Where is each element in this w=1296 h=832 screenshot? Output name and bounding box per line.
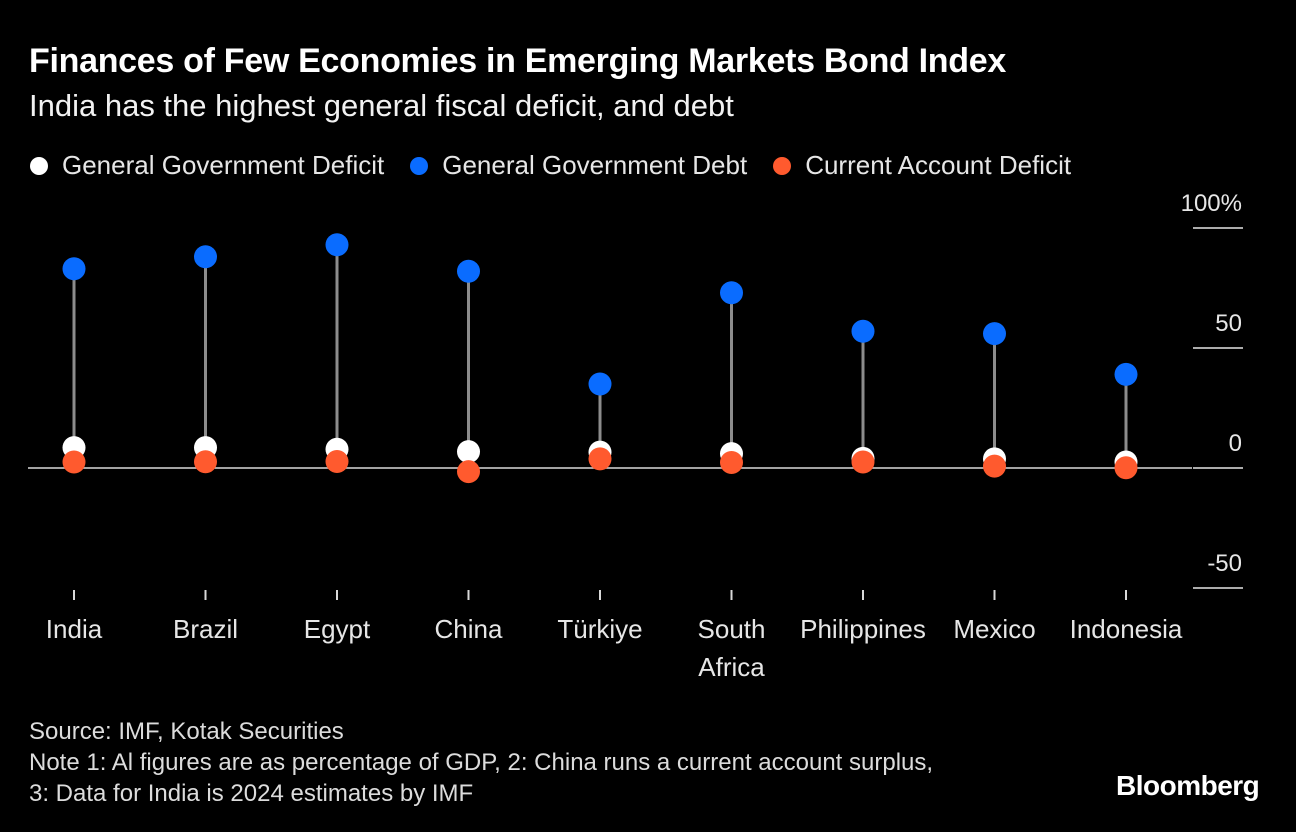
legend-label-debt: General Government Debt: [442, 150, 748, 180]
x-tick-label: Brazil: [173, 614, 238, 644]
current-account-dot: [457, 460, 480, 484]
debt-dot: [720, 281, 743, 305]
legend: General Government Deficit General Gover…: [30, 150, 1097, 181]
legend-item-deficit: General Government Deficit: [30, 150, 384, 181]
x-tick-label: Mexico: [953, 614, 1035, 644]
legend-label-deficit: General Government Deficit: [62, 150, 385, 180]
x-tick-label: Egypt: [304, 614, 371, 644]
current-account-dot: [62, 450, 86, 474]
footer: Source: IMF, Kotak Securities Note 1: Al…: [29, 716, 933, 809]
footnote-line-1: Note 1: Al figures are as percentage of …: [29, 749, 934, 776]
legend-dot-deficit: [30, 156, 48, 175]
debt-dot: [588, 372, 612, 396]
chart-subtitle: India has the highest general fiscal def…: [29, 88, 734, 123]
legend-label-current-account: Current Account Deficit: [805, 150, 1072, 180]
y-tick-label: 0: [1229, 430, 1242, 457]
debt-dot: [325, 233, 349, 257]
legend-item-debt: General Government Debt: [410, 150, 747, 181]
deficit-dot: [457, 440, 480, 464]
debt-dot: [851, 319, 875, 343]
bloomberg-logo: Bloomberg: [1116, 770, 1260, 801]
current-account-dot: [851, 450, 875, 474]
debt-dot: [62, 257, 86, 281]
legend-dot-debt: [410, 156, 429, 175]
y-tick-label: -50: [1207, 550, 1242, 577]
footnote-line-2: 3: Data for India is 2024 estimates by I…: [29, 780, 474, 807]
current-account-dot: [325, 450, 349, 474]
legend-item-current-account: Current Account Deficit: [773, 150, 1071, 181]
dot-plot-chart: 100% 50 0 -50 India Brazil Egypt China Türkiye So…: [28, 190, 1243, 682]
x-tick-label: China: [435, 614, 503, 644]
chart-title: Finances of Few Economies in Emerging Ma…: [29, 42, 1006, 80]
debt-dot: [194, 245, 217, 269]
legend-dot-current-account: [773, 156, 792, 175]
x-tick-label: Indonesia: [1070, 614, 1183, 644]
y-tick-label: 100%: [1181, 190, 1242, 217]
source-note: Source: IMF, Kotak Securities: [29, 718, 344, 745]
debt-dot: [983, 322, 1006, 346]
current-account-dot: [1114, 456, 1138, 480]
x-tick-label: India: [46, 614, 103, 644]
current-account-dot: [720, 450, 743, 474]
current-account-dot: [588, 447, 612, 471]
x-tick-label: South: [698, 614, 766, 644]
current-account-dot: [983, 454, 1006, 478]
x-tick-label: Türkiye: [557, 614, 642, 644]
current-account-dot: [194, 450, 217, 474]
x-tick-label: Africa: [698, 652, 765, 682]
x-tick-label: Philippines: [800, 614, 926, 644]
debt-dot: [1114, 362, 1138, 386]
y-tick-label: 50: [1215, 310, 1242, 337]
debt-dot: [457, 259, 480, 283]
